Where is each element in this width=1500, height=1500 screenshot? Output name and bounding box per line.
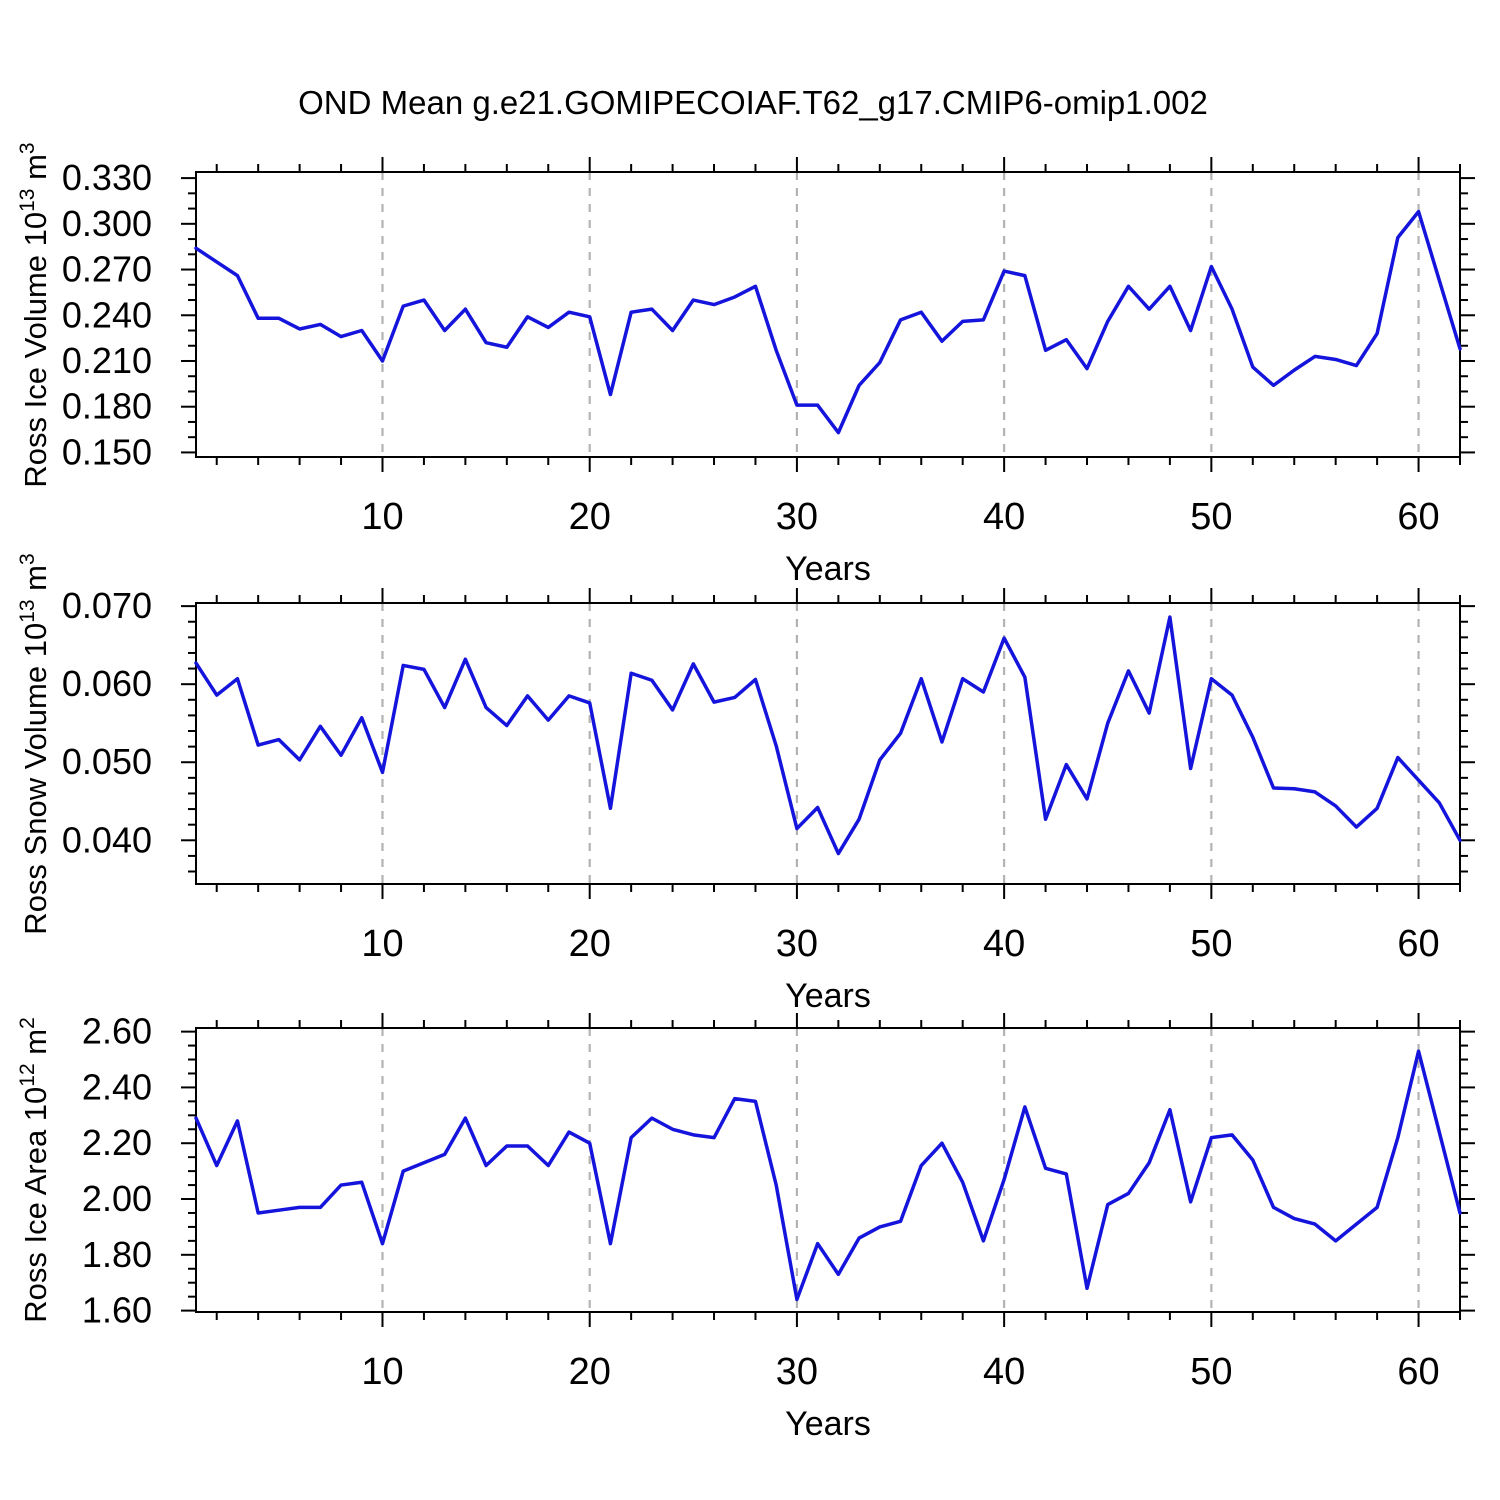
x-tick-label: 60 [1397,923,1439,965]
y-tick-label: 1.80 [82,1234,152,1275]
y-tick-label: 0.210 [62,340,152,381]
x-tick-label: 50 [1190,1351,1232,1393]
y-tick-label: 0.060 [62,663,152,704]
y-tick-label: 2.20 [82,1122,152,1163]
x-tick-label: 20 [569,923,611,965]
x-axis-title-panel-3: Years [785,1405,871,1443]
x-tick-label: 30 [776,923,818,965]
x-tick-label: 10 [361,1351,403,1393]
y-axis-title-panel-2: Ross Snow Volume 1013 m3 [16,553,53,935]
x-tick-label: 40 [983,496,1025,538]
x-tick-label: 10 [361,496,403,538]
x-tick-label: 30 [776,496,818,538]
x-tick-label: 50 [1190,923,1232,965]
y-axis-title-panel-1: Ross Ice Volume 1013 m3 [16,142,53,488]
x-tick-label: 40 [983,1351,1025,1393]
y-tick-label: 0.240 [62,294,152,335]
x-tick-label: 60 [1397,1351,1439,1393]
y-tick-label: 0.180 [62,386,152,427]
chart-title: OND Mean g.e21.GOMIPECOIAF.T62_g17.CMIP6… [298,84,1208,121]
y-tick-label: 2.00 [82,1178,152,1219]
y-tick-label: 0.050 [62,741,152,782]
y-tick-label: 2.40 [82,1066,152,1107]
x-tick-label: 60 [1397,496,1439,538]
y-tick-label: 0.150 [62,431,152,472]
y-tick-label: 0.070 [62,585,152,626]
y-tick-label: 0.270 [62,249,152,290]
data-line [194,615,1462,856]
x-axis-title-panel-2: Years [785,977,871,1015]
y-tick-label: 0.040 [62,819,152,860]
x-tick-label: 10 [361,923,403,965]
data-line [194,1049,1462,1302]
axis-frame [195,602,1461,885]
x-tick-label: 20 [569,1351,611,1393]
data-line [194,209,1462,435]
axis-frame [195,1027,1461,1313]
y-tick-label: 1.60 [82,1290,152,1331]
x-tick-label: 50 [1190,496,1232,538]
panel-3: 1.60 1.80 2.00 2.20 2.40 2.60 10 20 30 40 50 60 [82,1011,1475,1393]
y-tick-label: 0.300 [62,203,152,244]
x-tick-label: 40 [983,923,1025,965]
y-tick-label: 2.60 [82,1011,152,1052]
axis-frame [195,171,1461,458]
x-tick-label: 30 [776,1351,818,1393]
y-axis-title-panel-3: Ross Ice Area 1012 m2 [16,1017,53,1323]
x-axis-title-panel-1: Years [785,550,871,588]
x-tick-label: 20 [569,496,611,538]
panel-2: 0.040 0.050 0.060 0.070 10 20 30 40 50 60 [62,585,1475,965]
y-tick-label: 0.330 [62,157,152,198]
